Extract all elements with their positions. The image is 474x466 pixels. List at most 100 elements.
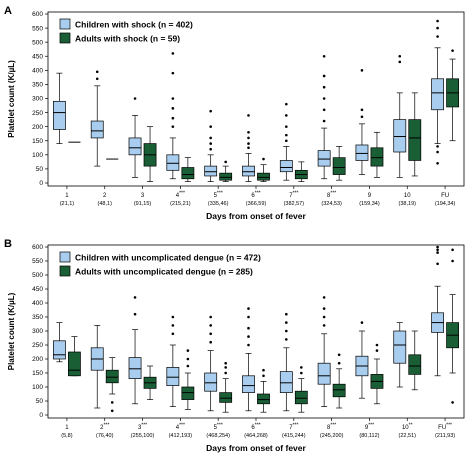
- outlier-point: [451, 49, 454, 52]
- iqr-box: [279, 160, 293, 173]
- x-tick-label: 6***: [251, 423, 260, 432]
- box-children-2: [90, 325, 104, 409]
- x-tick-sample-size: (245,200): [320, 433, 344, 439]
- iqr-box: [219, 172, 233, 181]
- y-tick-label: 400: [32, 68, 43, 75]
- legend-swatch-children: [59, 251, 71, 263]
- box-adults-6: [257, 368, 270, 413]
- outlier-point: [247, 335, 250, 338]
- x-tick-sample-size: (21,1): [60, 201, 75, 207]
- outlier-point: [322, 85, 326, 89]
- box-children-FU: [431, 19, 444, 165]
- outlier-point: [375, 343, 379, 347]
- outlier-point: [436, 35, 439, 38]
- x-tick-significance: ***: [179, 423, 185, 429]
- outlier-point: [322, 108, 326, 112]
- x-tick-day: 7: [289, 425, 293, 431]
- box-adults-1: [68, 336, 81, 377]
- x-tick-label: 3***: [138, 423, 147, 432]
- iqr-box: [279, 371, 293, 393]
- x-tick-day: 6: [251, 193, 255, 199]
- x-tick-day: 5: [214, 425, 218, 431]
- x-tick-label: 5***: [214, 191, 223, 200]
- y-tick-label: 200: [32, 356, 43, 363]
- outlier-point: [285, 139, 288, 143]
- box-adults-9: [370, 131, 384, 178]
- x-tick-significance: ***: [255, 191, 261, 197]
- box-adults-9: [370, 343, 384, 405]
- x-tick-day: 3: [138, 425, 142, 431]
- y-tick-label: 300: [32, 96, 43, 103]
- iqr-box: [431, 78, 444, 111]
- y-tick-label: 50: [36, 398, 44, 405]
- x-tick-sample-size: (5,8): [61, 433, 72, 439]
- box-children-1: [53, 322, 66, 363]
- outlier-point: [436, 19, 439, 23]
- legend-label-adults: Adults with shock (n = 59): [75, 34, 180, 44]
- y-tick-label: 250: [32, 342, 43, 349]
- x-tick-label: 10**: [402, 423, 413, 432]
- outlier-point: [247, 142, 250, 145]
- box-children-9: [355, 321, 369, 399]
- x-tick-sample-size: (91,15): [134, 201, 152, 207]
- outlier-point: [171, 332, 175, 336]
- outlier-point: [110, 409, 114, 413]
- x-tick-label: 1: [65, 193, 69, 199]
- x-tick-sample-size: (159,34): [359, 201, 380, 207]
- legend-label-children: Children with uncomplicated dengue (n = …: [75, 253, 261, 263]
- outlier-point: [436, 262, 439, 266]
- x-tick-sample-size: (412,193): [169, 433, 193, 439]
- box-adults-4: [181, 157, 195, 182]
- panel-label: B: [4, 238, 12, 250]
- outlier-point: [171, 52, 175, 55]
- x-tick-sample-size: (194,34): [435, 201, 456, 207]
- outlier-point: [262, 157, 265, 161]
- iqr-box: [53, 340, 66, 360]
- outlier-point: [262, 374, 265, 378]
- x-axis-label: Days from onset of fever: [206, 443, 306, 453]
- box-adults-FU: [446, 49, 459, 142]
- outlier-point: [95, 77, 99, 81]
- outlier-point: [436, 161, 439, 165]
- x-tick-sample-size: (464,268): [244, 433, 268, 439]
- outlier-point: [322, 119, 326, 123]
- outlier-point: [247, 343, 250, 347]
- iqr-box: [408, 119, 422, 161]
- box-children-9: [355, 69, 369, 175]
- outlier-point: [171, 315, 175, 319]
- x-tick-label: 8***: [327, 191, 336, 200]
- outlier-point: [171, 125, 175, 128]
- outlier-point: [209, 340, 212, 344]
- iqr-box: [332, 157, 346, 175]
- outlier-point: [285, 133, 288, 137]
- x-tick-day: 6: [251, 425, 255, 431]
- outlier-point: [322, 324, 326, 327]
- box-adults-8: [332, 146, 346, 181]
- x-tick-sample-size: (215,21): [170, 201, 191, 207]
- outlier-point: [285, 125, 288, 128]
- box-children-3: [128, 296, 142, 405]
- panel-label: A: [4, 5, 12, 17]
- iqr-box: [257, 172, 270, 181]
- iqr-box: [393, 119, 407, 153]
- outlier-point: [451, 248, 454, 252]
- outlier-point: [171, 97, 175, 100]
- outlier-point: [209, 136, 212, 140]
- outlier-point: [224, 361, 227, 365]
- outlier-point: [209, 142, 212, 145]
- iqr-box: [219, 392, 233, 403]
- outlier-point: [360, 321, 364, 324]
- iqr-box: [294, 390, 308, 405]
- y-tick-label: 350: [32, 314, 43, 321]
- x-tick-label: FU: [441, 193, 449, 199]
- outlier-point: [285, 312, 288, 316]
- x-tick-day: 3: [141, 193, 145, 199]
- outlier-point: [224, 160, 227, 164]
- outlier-point: [95, 70, 99, 74]
- x-tick-day: 10: [404, 193, 411, 199]
- box-adults-2: [105, 357, 119, 413]
- outlier-point: [285, 321, 288, 324]
- outlier-point: [247, 326, 250, 330]
- outlier-point: [247, 307, 250, 310]
- outlier-point: [322, 74, 326, 78]
